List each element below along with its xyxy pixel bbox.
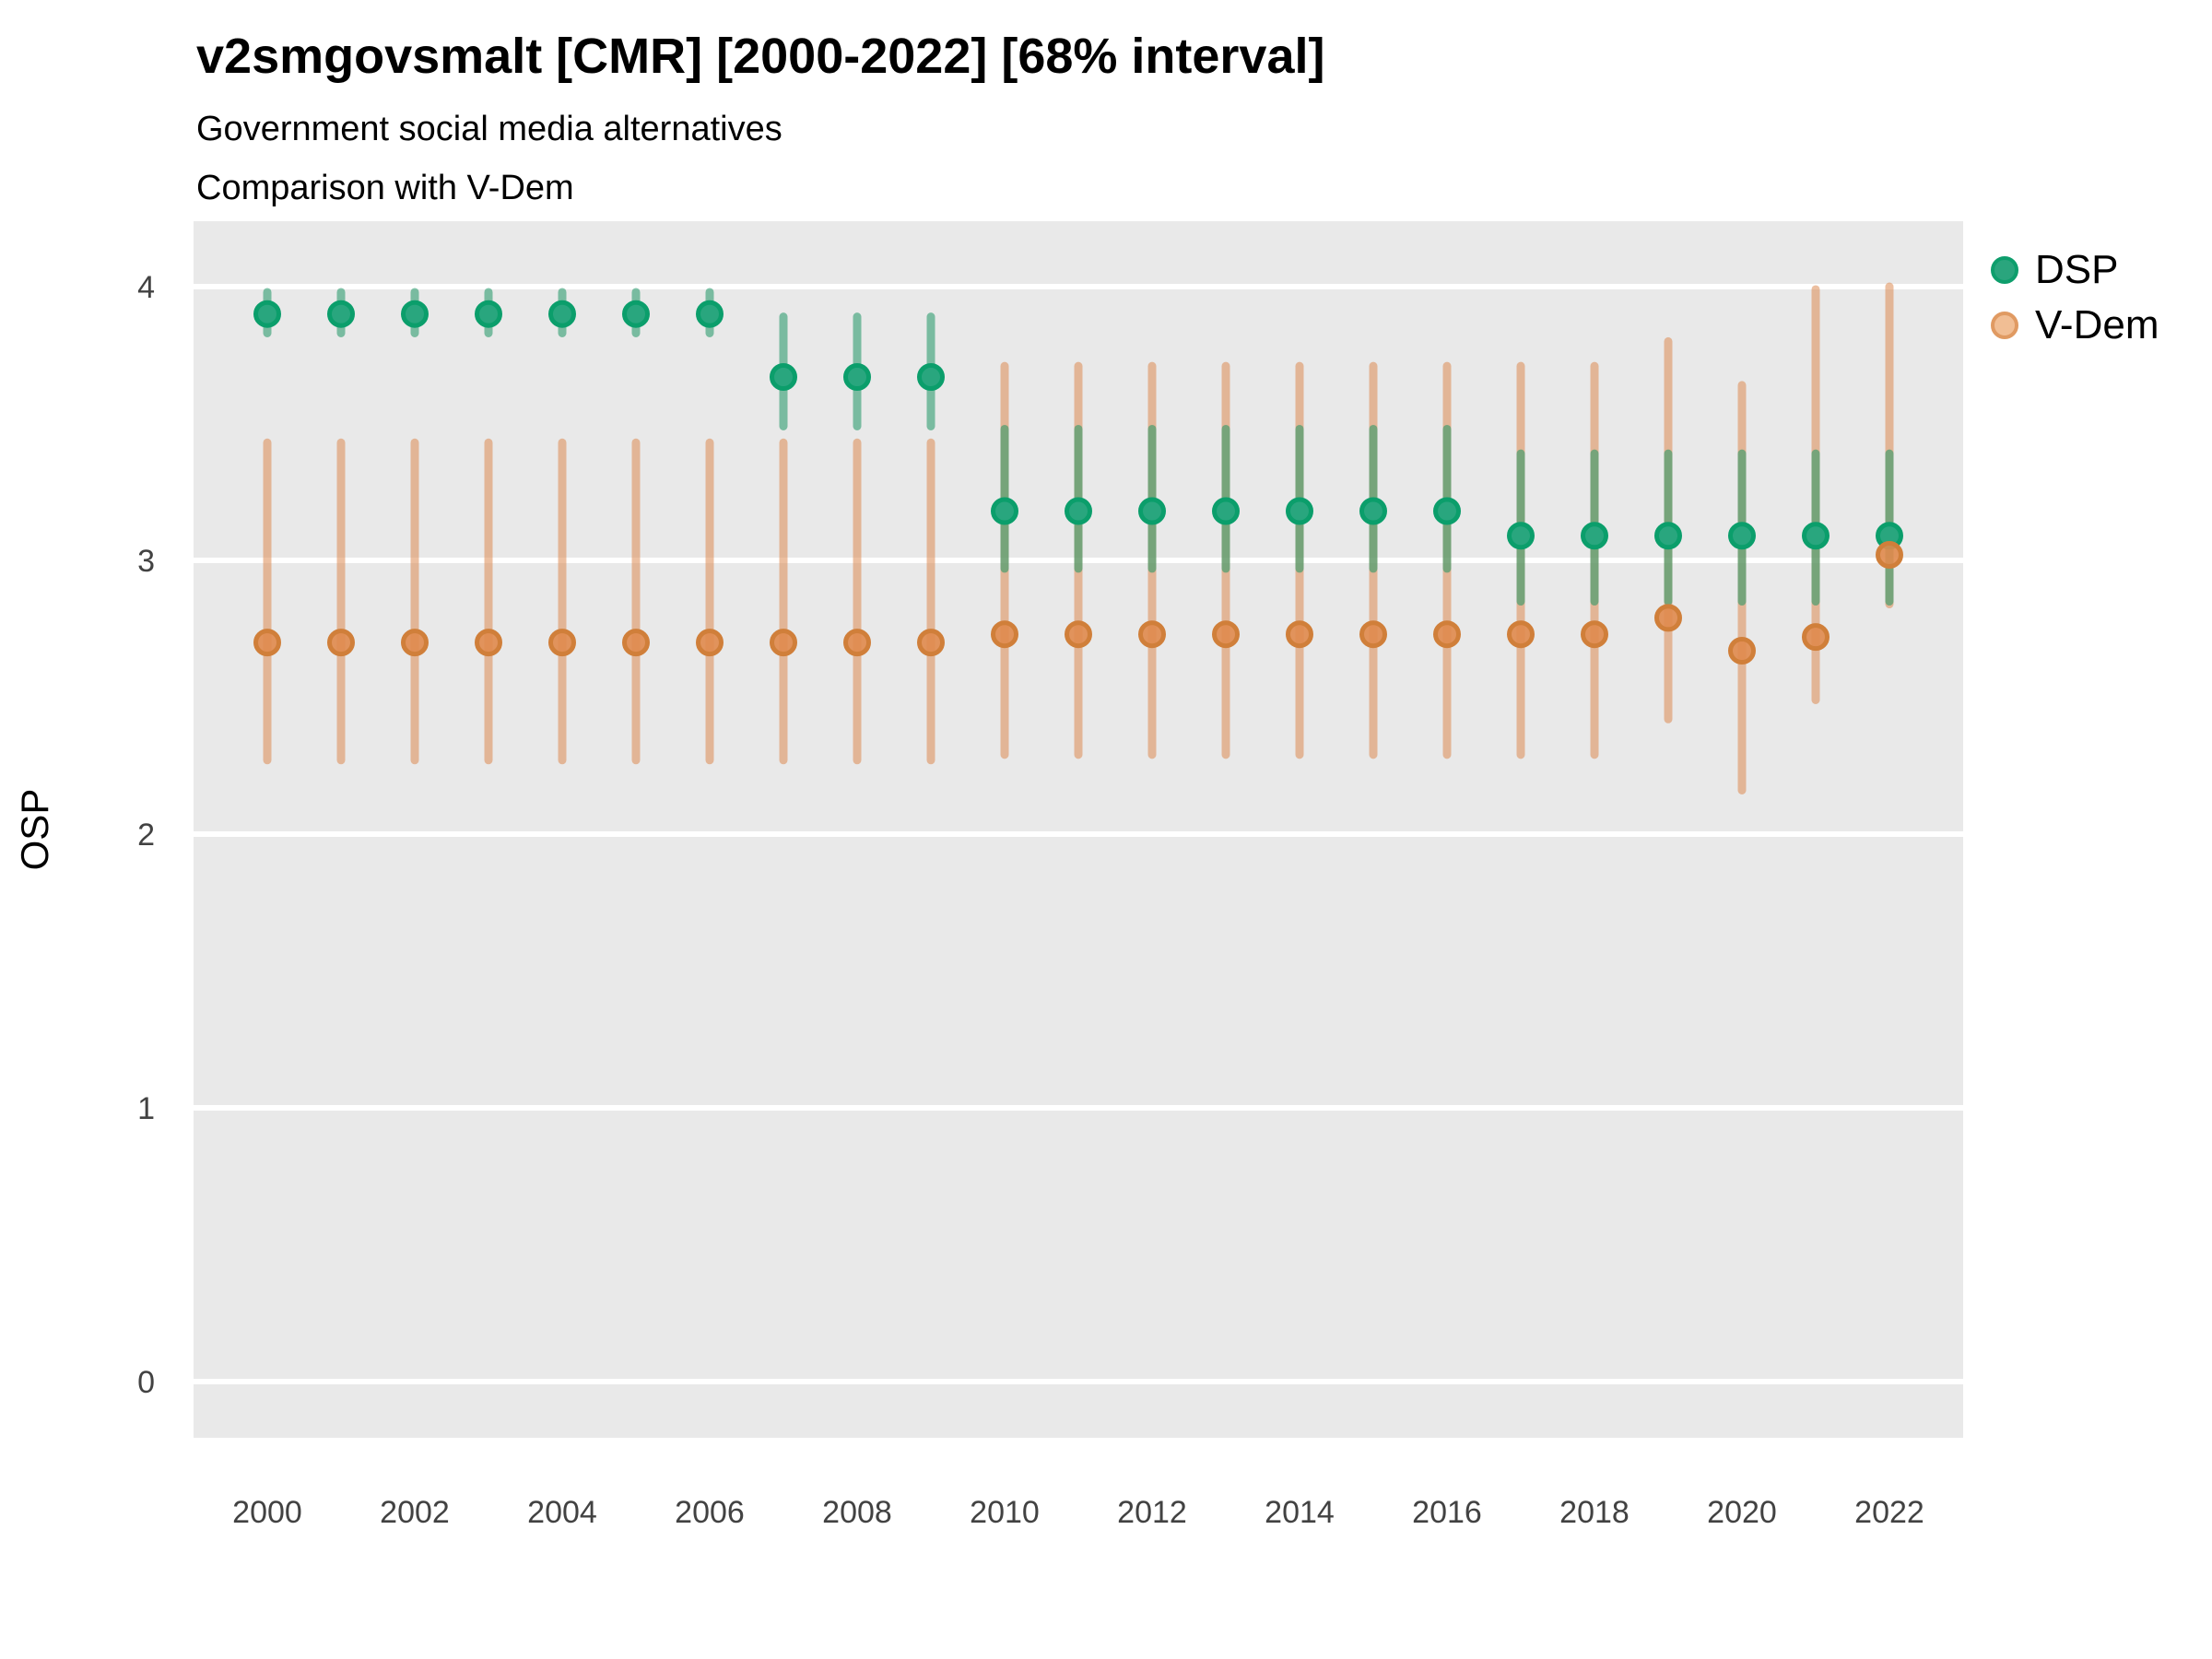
y-tick-label-1: 1 <box>137 1091 155 1126</box>
vdem-point-2015 <box>1359 620 1387 649</box>
vdem-point-2005 <box>622 629 650 657</box>
x-tick-label-2000: 2000 <box>232 1495 302 1530</box>
vdem-point-2007 <box>770 629 797 657</box>
dsp-point-2009 <box>917 363 945 392</box>
y-tick-label-2: 2 <box>137 818 155 853</box>
legend-label-dsp: DSP <box>2035 247 2119 292</box>
vdem-point-2012 <box>1138 620 1166 649</box>
vdem-point-2011 <box>1065 620 1092 649</box>
vdem-point-2021 <box>1802 623 1830 652</box>
dsp-point-2018 <box>1581 522 1608 550</box>
dsp-point-2004 <box>548 300 576 328</box>
legend: DSP V-Dem <box>1991 247 2159 347</box>
vdem-point-2018 <box>1581 620 1608 649</box>
dsp-point-2008 <box>843 363 871 392</box>
dsp-point-2001 <box>327 300 355 328</box>
chart-subtitle-line1: Government social media alternatives <box>196 110 782 148</box>
vdem-point-2004 <box>548 629 576 657</box>
vdem-point-2014 <box>1286 620 1313 649</box>
dsp-point-2020 <box>1728 522 1756 550</box>
vdem-point-2003 <box>475 629 502 657</box>
x-tick-label-2006: 2006 <box>675 1495 745 1530</box>
chart-subtitle-line2: Comparison with V-Dem <box>196 169 574 207</box>
dsp-point-2007 <box>770 363 797 392</box>
x-tick-label-2008: 2008 <box>822 1495 892 1530</box>
vdem-point-2002 <box>401 629 429 657</box>
y-axis-title: OSP <box>13 789 56 871</box>
dsp-point-2017 <box>1507 522 1535 550</box>
x-tick-label-2016: 2016 <box>1412 1495 1482 1530</box>
vdem-point-2017 <box>1507 620 1535 649</box>
dsp-point-2012 <box>1138 497 1166 525</box>
dsp-point-2002 <box>401 300 429 328</box>
y-tick-label-4: 4 <box>137 270 155 305</box>
x-tick-label-2010: 2010 <box>970 1495 1040 1530</box>
dsp-point-2019 <box>1654 522 1682 550</box>
x-tick-label-2022: 2022 <box>1854 1495 1924 1530</box>
vdem-point-2001 <box>327 629 355 657</box>
dsp-point-2021 <box>1802 522 1830 550</box>
vdem-point-2019 <box>1654 604 1682 632</box>
vdem-point-2006 <box>696 629 724 657</box>
x-tick-label-2020: 2020 <box>1707 1495 1777 1530</box>
dsp-legend-swatch-icon <box>1991 256 2018 284</box>
dsp-point-2005 <box>622 300 650 328</box>
dsp-point-2014 <box>1286 497 1313 525</box>
vdem-point-2013 <box>1212 620 1240 649</box>
dsp-point-2010 <box>991 497 1018 525</box>
y-tick-label-0: 0 <box>137 1365 155 1400</box>
dsp-point-2013 <box>1212 497 1240 525</box>
legend-label-vdem: V-Dem <box>2035 302 2159 347</box>
x-tick-label-2004: 2004 <box>527 1495 597 1530</box>
vdem-legend-swatch-icon <box>1991 312 2018 339</box>
title-block: v2smgovsmalt [CMR] [2000-2022] [68% inte… <box>196 26 1324 218</box>
vdem-point-2008 <box>843 629 871 657</box>
y-tick-label-3: 3 <box>137 544 155 579</box>
x-tick-label-2002: 2002 <box>380 1495 450 1530</box>
dsp-point-2016 <box>1433 497 1461 525</box>
x-tick-label-2014: 2014 <box>1265 1495 1335 1530</box>
vdem-point-2010 <box>991 620 1018 649</box>
vdem-point-2000 <box>253 629 281 657</box>
vdem-point-2016 <box>1433 620 1461 649</box>
dsp-point-2015 <box>1359 497 1387 525</box>
vdem-point-2020 <box>1728 637 1756 665</box>
legend-item-dsp: DSP <box>1991 247 2159 292</box>
x-tick-label-2018: 2018 <box>1559 1495 1630 1530</box>
legend-item-vdem: V-Dem <box>1991 302 2159 347</box>
dsp-point-2000 <box>253 300 281 328</box>
dsp-point-2006 <box>696 300 724 328</box>
vdem-point-2022 <box>1876 541 1903 570</box>
chart-title: v2smgovsmalt [CMR] [2000-2022] [68% inte… <box>196 29 1325 84</box>
dsp-point-2003 <box>475 300 502 328</box>
dsp-point-2011 <box>1065 497 1092 525</box>
x-tick-label-2012: 2012 <box>1117 1495 1187 1530</box>
vdem-point-2009 <box>917 629 945 657</box>
